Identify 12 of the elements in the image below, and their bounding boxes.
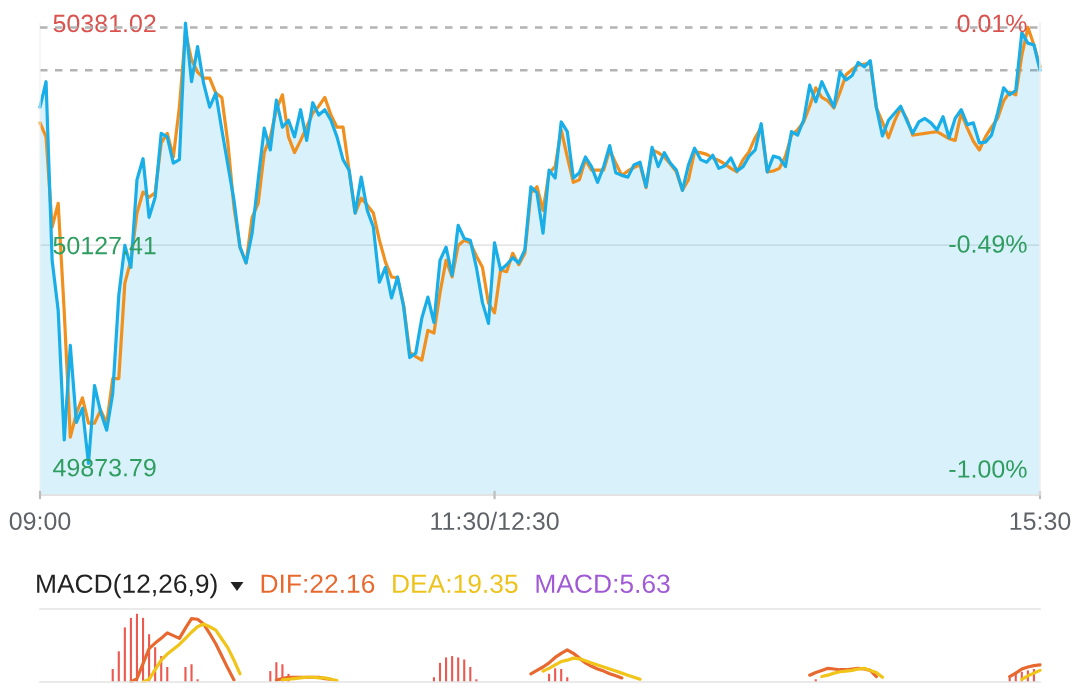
y2-tick-label: 0.01%	[957, 14, 1027, 33]
x-tick-label: 09:00	[9, 512, 71, 531]
y2-tick-label: -1.00%	[949, 460, 1027, 478]
text: DEA:19.35	[393, 574, 518, 594]
text: DIF:22.16	[261, 574, 375, 594]
chart-title: MACD(12,26,9)	[37, 573, 217, 599]
y-tick-label: 49873.79	[53, 458, 156, 477]
y-tick-label: 50381.02	[53, 14, 156, 33]
x-tick-label: 11:30/12:30	[431, 511, 559, 531]
y2-tick-label: -0.49%	[949, 235, 1027, 253]
text: MACD:5.63	[536, 574, 670, 594]
x-tick-label: 15:30	[1010, 512, 1071, 531]
